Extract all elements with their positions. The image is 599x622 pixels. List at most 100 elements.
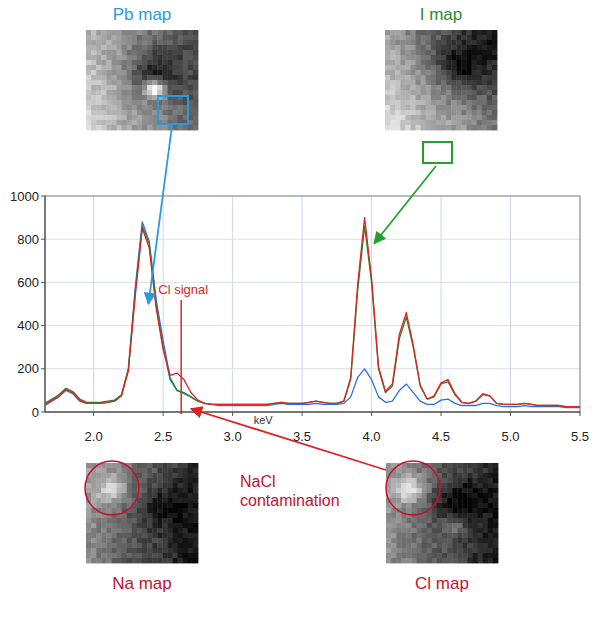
map-pixel bbox=[400, 100, 405, 105]
map-pixel bbox=[142, 543, 147, 548]
map-pixel bbox=[493, 558, 498, 563]
map-pixel bbox=[147, 95, 152, 100]
map-pixel bbox=[91, 115, 96, 120]
map-pixel bbox=[390, 65, 395, 70]
map-pixel bbox=[466, 40, 471, 45]
map-pixel bbox=[91, 483, 96, 488]
map-pixel bbox=[478, 533, 483, 538]
map-pixel bbox=[483, 518, 488, 523]
map-pixel bbox=[127, 548, 132, 553]
map-pixel bbox=[431, 30, 436, 35]
map-pixel bbox=[193, 70, 198, 75]
map-pixel bbox=[416, 115, 421, 120]
map-pixel bbox=[457, 533, 462, 538]
map-pixel bbox=[421, 70, 426, 75]
map-pixel bbox=[167, 40, 172, 45]
map-pixel bbox=[157, 528, 162, 533]
map-pixel bbox=[421, 100, 426, 105]
map-pixel bbox=[132, 483, 137, 488]
map-pixel bbox=[96, 518, 101, 523]
map-pixel bbox=[183, 50, 188, 55]
map-pixel bbox=[487, 35, 492, 40]
x-tick bbox=[302, 412, 303, 416]
map-pixel bbox=[101, 125, 106, 130]
map-pixel bbox=[91, 473, 96, 478]
map-pixel bbox=[137, 553, 142, 558]
map-pixel bbox=[167, 100, 172, 105]
map-pixel bbox=[395, 65, 400, 70]
map-pixel bbox=[142, 513, 147, 518]
map-pixel bbox=[86, 528, 91, 533]
map-pixel bbox=[147, 65, 152, 70]
map-pixel bbox=[91, 85, 96, 90]
map-pixel bbox=[101, 553, 106, 558]
map-pixel bbox=[391, 548, 396, 553]
map-pixel bbox=[137, 100, 142, 105]
map-pixel bbox=[106, 35, 111, 40]
map-pixel bbox=[96, 528, 101, 533]
map-pixel bbox=[173, 75, 178, 80]
map-pixel bbox=[101, 65, 106, 70]
map-pixel bbox=[431, 35, 436, 40]
map-pixel bbox=[401, 538, 406, 543]
map-pixel bbox=[473, 528, 478, 533]
map-pixel bbox=[411, 478, 416, 483]
map-pixel bbox=[106, 523, 111, 528]
map-pixel bbox=[127, 523, 132, 528]
map-pixel bbox=[152, 498, 157, 503]
map-pixel bbox=[473, 518, 478, 523]
map-pixel bbox=[467, 558, 472, 563]
map-pixel bbox=[132, 463, 137, 468]
map-pixel bbox=[411, 548, 416, 553]
map-title: Na map bbox=[112, 574, 172, 593]
map-pixel bbox=[396, 538, 401, 543]
map-pixel bbox=[127, 478, 132, 483]
map-pixel bbox=[193, 548, 198, 553]
map-pixel bbox=[86, 90, 91, 95]
map-pixel bbox=[437, 508, 442, 513]
map-pixel bbox=[157, 90, 162, 95]
map-pixel bbox=[400, 35, 405, 40]
map-pixel bbox=[457, 478, 462, 483]
map-pixel bbox=[152, 120, 157, 125]
map-pixel bbox=[442, 488, 447, 493]
map-pixel bbox=[132, 558, 137, 563]
map-pixel bbox=[178, 65, 183, 70]
map-pixel bbox=[426, 50, 431, 55]
map-pixel bbox=[173, 523, 178, 528]
map-pixel bbox=[142, 75, 147, 80]
map-pixel bbox=[462, 533, 467, 538]
map-pixel bbox=[488, 468, 493, 473]
map-pixel bbox=[441, 90, 446, 95]
map-pixel bbox=[111, 35, 116, 40]
map-pixel bbox=[492, 110, 497, 115]
map-pixel bbox=[101, 70, 106, 75]
x-grid-line bbox=[163, 196, 164, 412]
map-pixel bbox=[86, 115, 91, 120]
map-pixel bbox=[167, 558, 172, 563]
map-pixel bbox=[178, 70, 183, 75]
map-pixel bbox=[147, 105, 152, 110]
map-pixel bbox=[101, 543, 106, 548]
map-pixel bbox=[111, 100, 116, 105]
map-pixel bbox=[188, 513, 193, 518]
map-pixel bbox=[183, 30, 188, 35]
map-pixel bbox=[385, 115, 390, 120]
map-pixel bbox=[391, 518, 396, 523]
map-pixel bbox=[101, 50, 106, 55]
map-pixel bbox=[132, 55, 137, 60]
map-pixel bbox=[482, 120, 487, 125]
map-pixel bbox=[431, 90, 436, 95]
map-pixel bbox=[137, 513, 142, 518]
map-pixel bbox=[183, 478, 188, 483]
map-pixel bbox=[406, 553, 411, 558]
map-pixel bbox=[487, 50, 492, 55]
map-pixel bbox=[467, 543, 472, 548]
map-pixel bbox=[487, 55, 492, 60]
map-pixel bbox=[101, 558, 106, 563]
map-pixel bbox=[488, 533, 493, 538]
map-pixel bbox=[117, 493, 122, 498]
map-pixel bbox=[152, 543, 157, 548]
map-pixel bbox=[421, 125, 426, 130]
na-circle bbox=[85, 461, 139, 515]
